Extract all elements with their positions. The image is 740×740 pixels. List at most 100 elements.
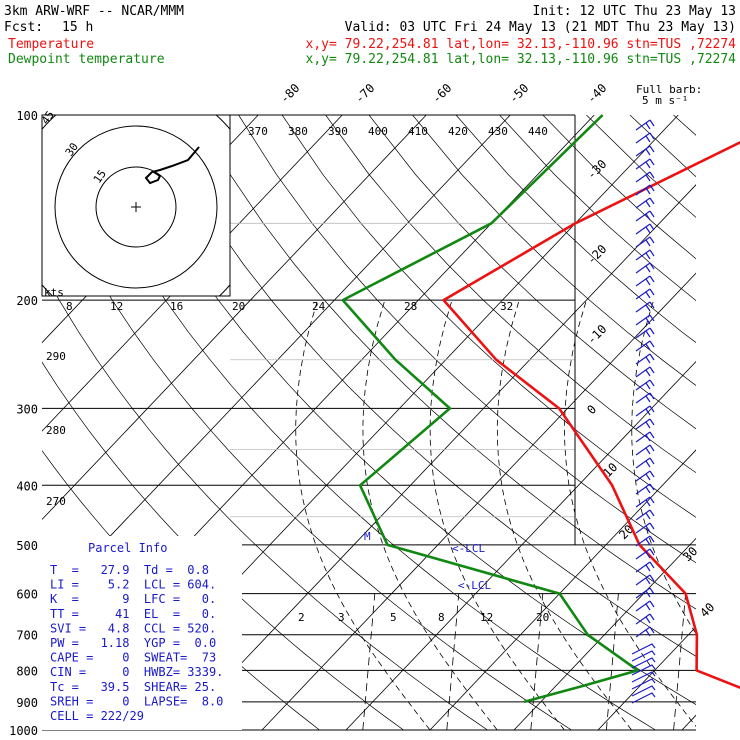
hodograph-ring-inner: [95, 166, 177, 248]
pressure-label: 100: [16, 109, 38, 123]
wind-barb: [635, 119, 655, 131]
isotherm-line: [429, 449, 696, 730]
moist-adiabat-line: [362, 299, 498, 730]
isotherm-top-label: -40: [584, 81, 609, 106]
forecast-hour: 15 h: [62, 20, 93, 35]
wind-barb: [635, 340, 655, 352]
dry-adiabat-line: [42, 166, 572, 730]
isotherm-top-label: -60: [429, 81, 454, 106]
dry-adiabat-line: [325, 115, 696, 474]
dry-adiabat-line: [673, 115, 696, 136]
wind-barb: [635, 366, 655, 378]
wind-barb: [635, 327, 655, 339]
theta-e-label: 390: [328, 125, 348, 138]
hodograph-kts-label: kts: [44, 286, 64, 299]
hodograph-speed-tick: 16: [170, 300, 183, 313]
pressure-label: 200: [16, 294, 38, 308]
parcel-info-row: CAPE = 0 SWEAT= 73: [50, 651, 216, 665]
hodograph-ring-label-30: 30: [63, 140, 81, 158]
parcel-info-background: [42, 536, 242, 730]
wind-barb: [635, 600, 655, 612]
isotherm-line: [597, 626, 696, 730]
dry-adiabat-line: [717, 115, 740, 730]
wind-barb: [635, 223, 655, 235]
dry-adiabat-label: 290: [46, 350, 66, 363]
pressure-label: 1000: [9, 724, 38, 738]
wind-barb-low: [631, 657, 656, 669]
isotherm-right-label: -10: [584, 322, 609, 347]
wind-barbs: [631, 119, 656, 704]
hodograph-ring-middle: [54, 125, 218, 289]
wind-barb: [635, 262, 655, 274]
wind-barb: [635, 249, 655, 261]
barb-legend-line2: 5 m s⁻¹: [642, 94, 688, 107]
isotherm-line: [177, 184, 696, 730]
pressure-label: 900: [16, 696, 38, 710]
wind-barb: [635, 405, 655, 417]
valid-time: Valid: 03 UTC Fri 24 May 13 (21 MDT Thu …: [345, 20, 736, 35]
wind-barb: [635, 613, 655, 625]
mixing-ratio-line: [446, 593, 460, 730]
wind-barb: [635, 587, 655, 599]
dewpoint-profile: [341, 114, 640, 704]
dry-adiabat-line: [238, 115, 696, 564]
hodograph: kts 45 30 15: [39, 108, 231, 299]
wind-barb: [635, 483, 655, 495]
lcl-marker-upper: <-LCL: [452, 542, 485, 555]
wind-barb: [635, 353, 655, 365]
wind-barb: [635, 509, 655, 521]
isotherm-right-label: -30: [584, 157, 609, 182]
mixing-ratio-line: [362, 593, 376, 730]
wind-barb: [635, 197, 655, 209]
hodograph-trace: [144, 146, 200, 185]
pressure-label: 700: [16, 629, 38, 643]
isotherm-right-label: -20: [584, 242, 609, 267]
forecast-label: Fcst:: [4, 20, 43, 35]
mixing-ratio-label: 2: [298, 611, 305, 624]
pressure-label: 400: [16, 479, 38, 493]
wind-barb: [635, 496, 655, 508]
wind-barb-low: [631, 685, 656, 697]
moist-adiabat-line: [699, 300, 740, 730]
parcel-info-rows: T = 27.9 Td = 0.8LI = 5.2 LCL = 604.K = …: [50, 563, 223, 723]
wind-barb: [635, 548, 655, 560]
wind-barb: [635, 314, 655, 326]
dry-adiabat-line: [368, 115, 696, 430]
wind-barb: [635, 444, 655, 456]
temperature-profile: [442, 140, 740, 690]
dry-adiabat-line: [281, 115, 696, 518]
isotherm-line: [345, 360, 696, 730]
dry-adiabat-line: [499, 115, 696, 302]
wind-barb: [635, 236, 655, 248]
isotherm-line: [42, 115, 427, 521]
wind-barb: [635, 522, 655, 534]
theta-e-label: 380: [288, 125, 308, 138]
hodograph-speed-tick: 12: [110, 300, 123, 313]
mixing-ratio-label: 8: [438, 611, 445, 624]
parcel-info-row: SREH = 0 LAPSE= 8.0: [50, 694, 223, 708]
wind-barb: [635, 132, 655, 144]
mixing-ratio-label: 3: [338, 611, 345, 624]
parcel-info-row: SVI = 4.8 CCL = 520.: [50, 621, 216, 635]
parcel-info-row: CELL = 222/29: [50, 709, 144, 723]
barb-legend-line1: Full barb:: [636, 83, 702, 96]
isotherm-line: [261, 272, 696, 730]
isotherm-line: [42, 115, 343, 432]
dry-adiabat-label: 270: [46, 495, 66, 508]
wind-barb: [635, 626, 655, 638]
mixing-ratio-label: 5: [390, 611, 397, 624]
mixing-ratio-label: 12: [480, 611, 493, 624]
dry-adiabat-label: 280: [46, 424, 66, 437]
dewpoint-legend: Dewpoint temperature: [8, 52, 165, 67]
wind-barb: [635, 392, 655, 404]
dry-adiabat-line: [64, 115, 656, 730]
moist-adiabat-line: [295, 299, 431, 730]
parcel-info-row: Tc = 39.5 SHEAR= 25.: [50, 680, 216, 694]
isotherm-line: [42, 115, 511, 609]
hodograph-speed-tick: 20: [232, 300, 245, 313]
temperature-location: x,y= 79.22,254.81 lat,lon= 32.13,-110.96…: [306, 37, 737, 52]
sounding-profiles: [341, 114, 740, 704]
theta-e-label: 430: [488, 125, 508, 138]
mixing-ratio-label: 20: [536, 611, 549, 624]
